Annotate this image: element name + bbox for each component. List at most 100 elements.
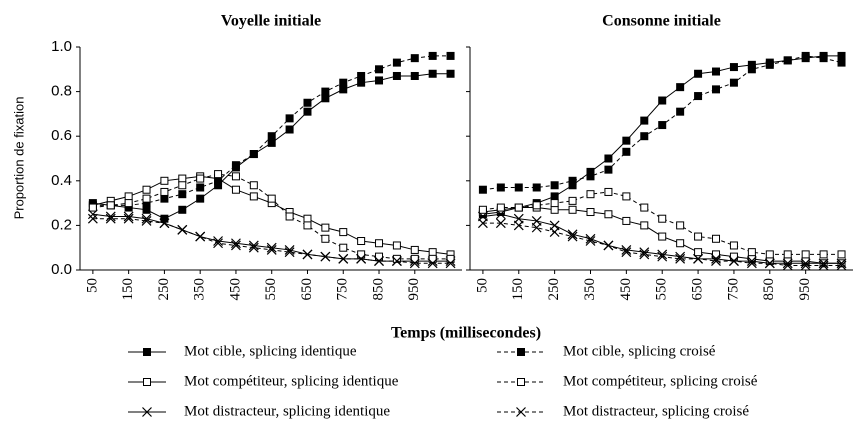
- data-point: [604, 187, 613, 196]
- data-point: [302, 249, 313, 260]
- data-point: [586, 190, 595, 199]
- y-tick-label: 0.6: [51, 127, 72, 144]
- data-point: [495, 218, 506, 229]
- data-point: [801, 250, 810, 259]
- x-tick-label: 250: [156, 278, 172, 301]
- data-point: [124, 192, 133, 201]
- data-point: [712, 67, 721, 76]
- x-tick-label: 550: [263, 278, 279, 301]
- data-point: [428, 51, 437, 60]
- data-point: [819, 54, 828, 63]
- data-point: [477, 218, 488, 229]
- data-point: [800, 258, 811, 269]
- data-point: [531, 222, 542, 233]
- data-point: [392, 241, 401, 250]
- data-point: [231, 185, 240, 194]
- data-point: [285, 212, 294, 221]
- data-point: [729, 241, 738, 250]
- data-point: [640, 221, 649, 230]
- data-point: [676, 107, 685, 116]
- x-tick-label: 350: [582, 278, 598, 301]
- data-point: [836, 258, 847, 269]
- data-point: [392, 254, 401, 263]
- data-point: [410, 254, 419, 263]
- y-tick-label: 0.8: [51, 83, 72, 100]
- data-point: [285, 114, 294, 123]
- data-point: [160, 194, 169, 203]
- data-point: [142, 205, 151, 214]
- data-point: [267, 194, 276, 203]
- x-tick-label: 350: [192, 278, 208, 301]
- x-tick-label: 50: [84, 278, 100, 293]
- data-point: [392, 71, 401, 80]
- data-point: [676, 83, 685, 92]
- data-point: [640, 116, 649, 125]
- data-point: [711, 256, 721, 267]
- panel-title: Voyelle initiale: [221, 13, 321, 30]
- data-point: [356, 253, 367, 264]
- data-point: [410, 71, 419, 80]
- data-point: [248, 242, 259, 253]
- data-point: [231, 172, 240, 181]
- legend-marker: [517, 378, 525, 386]
- data-point: [622, 136, 631, 145]
- legend-label: Mot cible, splicing croisé: [563, 343, 716, 359]
- data-point: [782, 260, 793, 271]
- data-point: [746, 256, 757, 267]
- data-point: [303, 107, 312, 116]
- data-point: [513, 220, 524, 231]
- legend-marker: [142, 407, 152, 417]
- x-tick-label: 850: [761, 278, 777, 301]
- data-point: [694, 248, 703, 257]
- data-point: [568, 196, 577, 205]
- data-point: [159, 218, 170, 229]
- data-point: [658, 96, 667, 105]
- data-point: [783, 56, 792, 65]
- data-point: [339, 85, 348, 94]
- y-tick-label: 0.2: [51, 216, 72, 233]
- data-point: [338, 253, 349, 264]
- data-point: [712, 250, 721, 259]
- data-point: [105, 213, 116, 224]
- x-tick-label: 450: [618, 278, 634, 301]
- data-point: [196, 194, 205, 203]
- data-point: [410, 54, 419, 63]
- data-point: [622, 147, 631, 156]
- data-point: [87, 213, 98, 224]
- data-point: [391, 256, 402, 267]
- data-point: [801, 51, 810, 60]
- data-point: [532, 183, 541, 192]
- data-point: [231, 161, 240, 170]
- data-point: [819, 250, 828, 259]
- x-axis-label: Temps (millisecondes): [391, 325, 541, 342]
- data-point: [837, 51, 846, 60]
- data-point: [765, 60, 774, 69]
- data-point: [694, 69, 703, 78]
- x-tick-label: 750: [335, 278, 351, 301]
- data-point: [640, 132, 649, 141]
- data-point: [249, 192, 258, 201]
- data-point: [532, 201, 541, 210]
- data-point: [729, 256, 739, 267]
- data-point: [357, 250, 366, 259]
- y-tick-label: 1.0: [51, 38, 72, 55]
- data-point: [266, 242, 277, 253]
- y-tick-label: 0.4: [51, 172, 72, 189]
- data-point: [747, 65, 756, 74]
- data-point: [196, 174, 205, 183]
- data-point: [285, 125, 294, 134]
- data-point: [712, 85, 721, 94]
- data-point: [446, 254, 455, 263]
- data-point: [675, 251, 686, 262]
- data-point: [267, 132, 276, 141]
- data-point: [694, 232, 703, 241]
- data-point: [141, 216, 152, 226]
- x-tick-label: 150: [510, 278, 526, 301]
- data-point: [676, 239, 685, 248]
- data-point: [106, 201, 115, 210]
- data-point: [746, 258, 757, 269]
- data-point: [213, 236, 223, 246]
- data-point: [303, 214, 312, 223]
- data-point: [567, 231, 578, 242]
